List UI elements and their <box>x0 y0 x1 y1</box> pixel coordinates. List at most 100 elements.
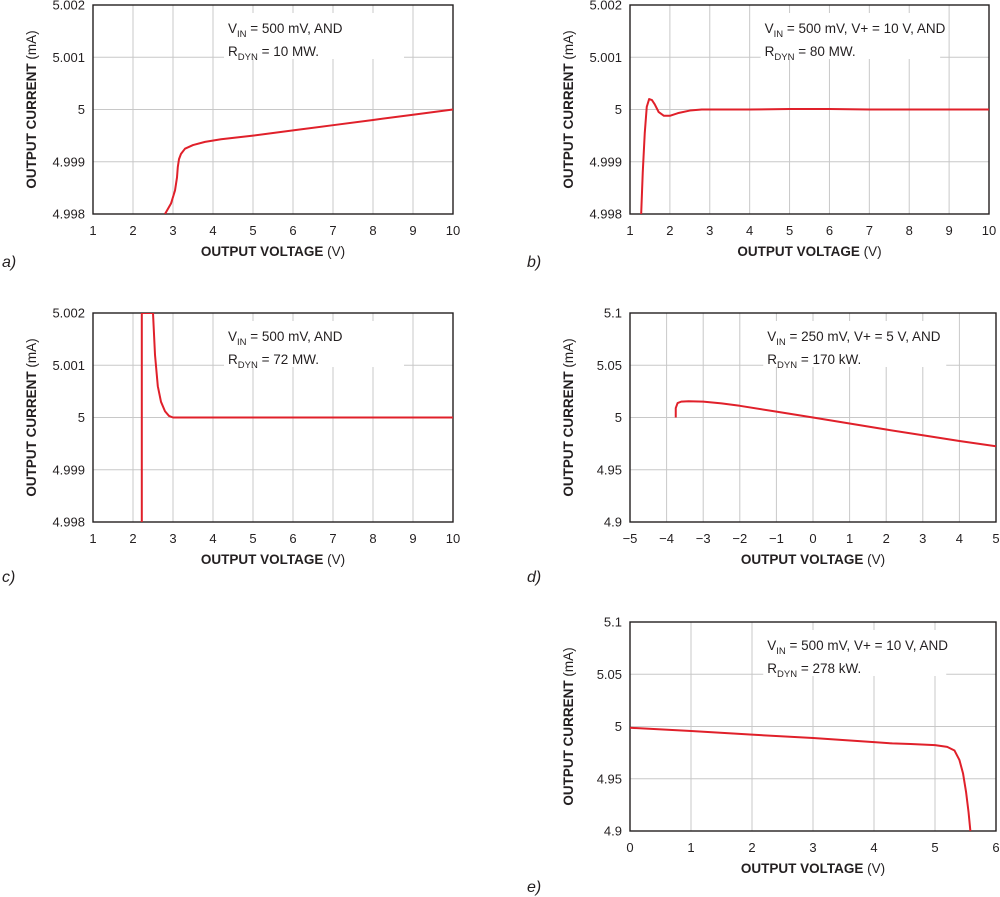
x-tick-label: 6 <box>826 223 833 238</box>
x-axis-title-unit: (V) <box>863 552 885 567</box>
y-tick-label: 5.1 <box>604 306 622 321</box>
x-tick-label: 4 <box>956 531 963 546</box>
x-tick-label: 5 <box>992 531 999 546</box>
x-tick-label: 3 <box>169 531 176 546</box>
annotation-line: RDYN = 10 MW. <box>228 44 319 63</box>
y-axis-title-main: OUTPUT CURRENT <box>561 63 576 189</box>
x-tick-label: 0 <box>809 531 816 546</box>
x-tick-label: −5 <box>623 531 638 546</box>
annotation-line: RDYN = 278 kW. <box>767 661 861 680</box>
x-tick-label: 2 <box>748 840 755 855</box>
x-tick-label: −1 <box>769 531 784 546</box>
y-tick-label: 5.002 <box>52 306 85 321</box>
x-tick-label: −2 <box>732 531 747 546</box>
y-axis-title-main: OUTPUT CURRENT <box>561 680 576 806</box>
x-axis-title: OUTPUT VOLTAGE (V) <box>201 552 345 567</box>
x-tick-label: 1 <box>687 840 694 855</box>
y-axis-title-main: OUTPUT CURRENT <box>24 371 39 497</box>
x-tick-label: 3 <box>169 223 176 238</box>
y-tick-label: 5 <box>615 719 622 734</box>
x-tick-label: 9 <box>945 223 952 238</box>
annotation-line: VIN = 500 mV, AND <box>228 21 343 40</box>
x-tick-label: 9 <box>409 223 416 238</box>
annotation-line: VIN = 500 mV, V+ = 10 V, AND <box>765 21 946 40</box>
x-axis-title-unit: (V) <box>863 861 885 876</box>
chart-panel-c: 1 2 3 4 5 6 7 8 9 10 4.998 4.999 5 5.001 5.002 OUTPUT V… <box>2 306 460 587</box>
panel-label: d) <box>527 569 541 586</box>
x-axis-title: OUTPUT VOLTAGE (V) <box>201 244 345 259</box>
y-tick-label: 5 <box>78 102 85 117</box>
y-tick-label: 5.001 <box>52 50 85 65</box>
series-line <box>630 726 972 831</box>
x-tick-label: 3 <box>919 531 926 546</box>
chart-panel-a: 1 2 3 4 5 6 7 8 9 10 4.998 4.999 5 5.001 5.002 OUTPUT V… <box>2 0 460 271</box>
x-tick-label: 4 <box>870 840 877 855</box>
annotation-line: RDYN = 80 MW. <box>765 44 856 63</box>
x-axis-title: OUTPUT VOLTAGE (V) <box>737 244 881 259</box>
y-tick-label: 5.002 <box>589 0 622 13</box>
x-tick-label: 1 <box>89 531 96 546</box>
y-tick-label: 4.998 <box>52 207 85 222</box>
x-axis-title: OUTPUT VOLTAGE (V) <box>741 861 885 876</box>
y-axis-title-unit: (mA) <box>561 338 576 371</box>
series-line <box>640 98 989 214</box>
y-axis-title: OUTPUT CURRENT (mA) <box>561 30 576 188</box>
x-axis-title-unit: (V) <box>860 244 882 259</box>
y-tick-label: 4.95 <box>597 462 622 477</box>
x-tick-label: 10 <box>982 223 996 238</box>
y-tick-label: 4.999 <box>589 154 622 169</box>
x-tick-label: 2 <box>129 223 136 238</box>
y-tick-label: 4.9 <box>604 515 622 530</box>
panel-label: e) <box>527 879 541 896</box>
x-tick-label: 10 <box>446 223 460 238</box>
x-axis-title-main: OUTPUT VOLTAGE <box>741 552 864 567</box>
x-tick-label: 5 <box>931 840 938 855</box>
series-line <box>164 108 453 214</box>
x-tick-label: 8 <box>906 223 913 238</box>
y-tick-label: 5.001 <box>52 358 85 373</box>
x-axis-title-main: OUTPUT VOLTAGE <box>201 244 324 259</box>
panel-label: a) <box>2 254 16 271</box>
x-tick-label: 4 <box>209 223 216 238</box>
y-axis-title: OUTPUT CURRENT (mA) <box>24 338 39 496</box>
y-axis-title: OUTPUT CURRENT (mA) <box>24 30 39 188</box>
x-tick-label: 3 <box>706 223 713 238</box>
y-tick-label: 4.998 <box>52 515 85 530</box>
x-tick-label: 5 <box>249 531 256 546</box>
x-tick-label: 7 <box>329 531 336 546</box>
y-axis-title: OUTPUT CURRENT (mA) <box>561 338 576 496</box>
annotation-line: RDYN = 170 kW. <box>767 352 861 371</box>
y-tick-label: 5.002 <box>52 0 85 13</box>
x-tick-label: 8 <box>369 223 376 238</box>
chart-panel-e: 0 1 2 3 4 5 6 4.9 4.95 5 5.05 5.1 OUTPUT VOLTAGE (V)… <box>527 615 1000 897</box>
panel-label: b) <box>527 254 541 271</box>
x-tick-label: 5 <box>786 223 793 238</box>
panel-label: c) <box>2 569 15 586</box>
annotation-box <box>760 13 941 59</box>
series-line <box>674 400 996 448</box>
x-tick-label: 2 <box>883 531 890 546</box>
x-tick-label: 6 <box>289 223 296 238</box>
x-tick-label: 5 <box>249 223 256 238</box>
x-tick-label: 6 <box>992 840 999 855</box>
y-tick-label: 4.998 <box>589 207 622 222</box>
x-tick-label: −4 <box>659 531 674 546</box>
chart-panel-b: 1 2 3 4 5 6 7 8 9 10 4.998 4.999 5 5.001 5.002 OUTPUT V… <box>527 0 996 271</box>
y-tick-label: 4.95 <box>597 771 622 786</box>
y-tick-label: 5 <box>615 102 622 117</box>
y-tick-label: 5.001 <box>589 50 622 65</box>
x-tick-label: 0 <box>626 840 633 855</box>
annotation-line: VIN = 500 mV, V+ = 10 V, AND <box>767 638 948 657</box>
x-tick-label: 3 <box>809 840 816 855</box>
x-tick-label: 9 <box>409 531 416 546</box>
y-tick-label: 5.05 <box>597 358 622 373</box>
y-tick-label: 5.05 <box>597 667 622 682</box>
y-tick-label: 5 <box>615 410 622 425</box>
y-tick-label: 4.999 <box>52 462 85 477</box>
y-tick-label: 5 <box>78 410 85 425</box>
annotation-line: RDYN = 72 MW. <box>228 352 319 371</box>
x-tick-label: 8 <box>369 531 376 546</box>
x-axis-title-unit: (V) <box>323 552 345 567</box>
y-axis-title-main: OUTPUT CURRENT <box>561 371 576 497</box>
